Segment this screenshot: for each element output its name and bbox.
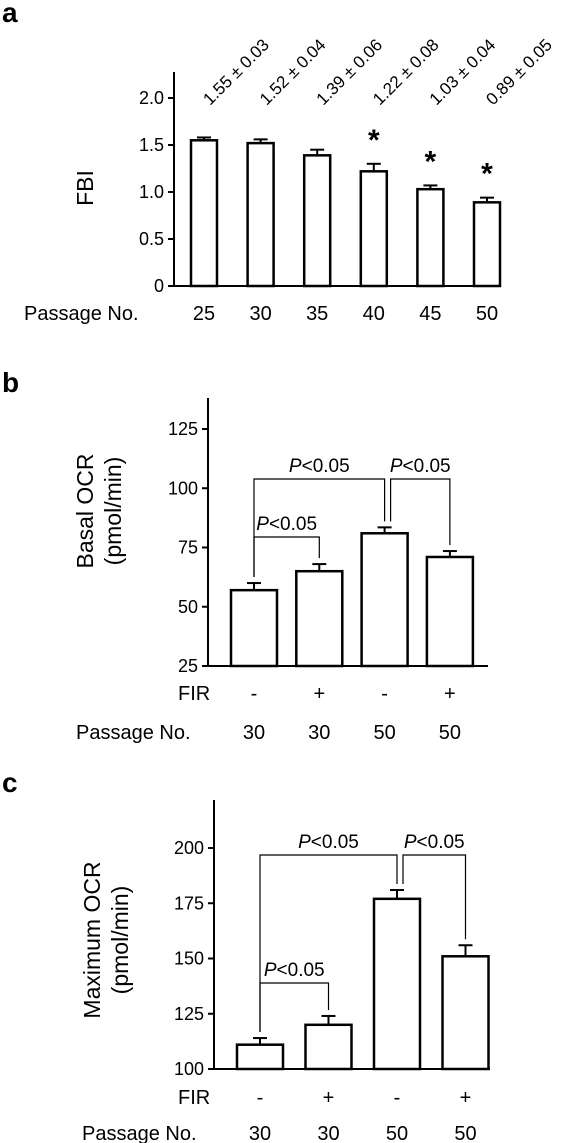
panel-b-y-tick-label: 25 (178, 656, 198, 676)
panel-b-bar (295, 569, 344, 668)
panel-c-y-tick-label: 175 (174, 893, 204, 913)
panel-a-bar (472, 201, 502, 288)
panel-b-fir-value: + (313, 683, 325, 705)
panel-c-chart: 100 125 150 175 200 - 30 +30 - 50 +50 P<0.05 P<0.05 P… (174, 800, 490, 1143)
panel-b-comparison-bracket (253, 536, 320, 578)
panel-c-ylabel: Maximum OCR (79, 861, 105, 1018)
panel-b-passage-value: 30 (308, 722, 330, 744)
panel-c-comparison-label: P<0.05 (404, 832, 465, 853)
panel-c-passage-label: Passage No. (82, 1123, 197, 1143)
panel-b-fir-value: + (444, 683, 456, 705)
panel-c-bar (235, 1043, 285, 1071)
panel-c-comparison-bracket (402, 854, 467, 940)
panel-b-y-tick-label: 100 (168, 478, 198, 498)
panel-a-bar (189, 139, 219, 288)
panel-c-fir-value: + (460, 1087, 472, 1109)
panel-c-y-tick-label: 125 (174, 1004, 204, 1024)
panel-b-fir-value: - (381, 683, 388, 705)
panel-c-passage-value: 30 (249, 1123, 271, 1143)
panel-a-ylabel: FBI (72, 170, 98, 206)
panel-a-bar (246, 141, 275, 288)
panel-b-y-tick-label: 125 (168, 419, 198, 439)
panel-c-fir-label: FIR (178, 1087, 210, 1109)
panel-a-xlabel: Passage No. (24, 303, 139, 325)
panel-a-category-label: 45 (419, 303, 441, 325)
panel-a-y-tick-label: 0.5 (139, 229, 164, 249)
panel-c-comparison-label: P<0.05 (298, 832, 359, 853)
panel-b-bar (229, 588, 279, 668)
panel-c-passage-value: 30 (317, 1123, 339, 1143)
panel-b-passage-value: 50 (439, 722, 461, 744)
panel-b-comparison-label: P<0.05 (390, 456, 451, 477)
panel-b-bar (360, 532, 409, 668)
panel-a-significance-star: * (425, 145, 437, 178)
panel-b-comparison-label: P<0.05 (256, 514, 317, 535)
panel-b-ylabel: Basal OCR (72, 453, 98, 568)
panel-b-comparison-bracket (253, 478, 386, 578)
panel-b-y-tick-label: 50 (178, 597, 198, 617)
panel-c-y-tick-label: 150 (174, 949, 204, 969)
panel-b-passage-label: Passage No. (76, 722, 191, 744)
panel-b-comparison-bracket (390, 478, 451, 546)
panel-c-y-tick-label: 200 (174, 838, 204, 858)
panel-c-bar (304, 1023, 353, 1071)
panel-a-category-label: 30 (249, 303, 271, 325)
panel-a-y-tick-label: 1.0 (139, 182, 164, 202)
panel-b-chart: 25 50 75 100 125 - 30 +30 - 50 +50 P<0.05 P<0.05 P<0.… (168, 398, 488, 744)
panel-a-bar (302, 154, 332, 288)
panel-a-bar (416, 187, 445, 288)
panel-a-y-tick-label: 0 (154, 276, 164, 296)
panel-a-category-label: 50 (476, 303, 498, 325)
panel-a-category-label: 35 (306, 303, 328, 325)
panel-c-ylabel-unit: (pmol/min) (107, 886, 133, 995)
panel-c-fir-value: + (323, 1087, 335, 1109)
panel-b-fir-value: - (251, 683, 258, 705)
panel-a-y-tick-label: 2.0 (139, 88, 164, 108)
panel-c-bar (372, 897, 422, 1071)
panel-c-letter: c (2, 767, 18, 798)
panel-b-bar (425, 555, 475, 668)
panel-a-bar (359, 170, 389, 288)
panel-a-category-label: 40 (363, 303, 385, 325)
panel-b-ylabel-unit: (pmol/min) (100, 457, 126, 566)
panel-c-comparison-label: P<0.05 (264, 960, 325, 981)
panel-c-fir-value: - (394, 1087, 401, 1109)
panel-a-y-tick-label: 1.5 (139, 135, 164, 155)
panel-b-letter: b (2, 367, 19, 398)
panel-c-passage-value: 50 (454, 1123, 476, 1143)
panel-a-significance-star: * (481, 158, 493, 191)
panel-a-significance-star: * (368, 124, 380, 157)
panel-c-comparison-bracket (259, 854, 398, 1033)
panel-b-comparison-label: P<0.05 (289, 456, 350, 477)
panel-c-bar (441, 955, 490, 1071)
panel-b-fir-label: FIR (178, 683, 210, 705)
panel-c-passage-value: 50 (386, 1123, 408, 1143)
panel-b-y-tick-label: 75 (178, 538, 198, 558)
panel-c-comparison-bracket (259, 982, 330, 1033)
panel-b-passage-value: 30 (243, 722, 265, 744)
panel-a-letter: a (2, 0, 18, 28)
panel-b-passage-value: 50 (373, 722, 395, 744)
panel-c-y-tick-label: 100 (174, 1059, 204, 1079)
panel-c-fir-value: - (257, 1087, 264, 1109)
panel-a-category-label: 25 (193, 303, 215, 325)
